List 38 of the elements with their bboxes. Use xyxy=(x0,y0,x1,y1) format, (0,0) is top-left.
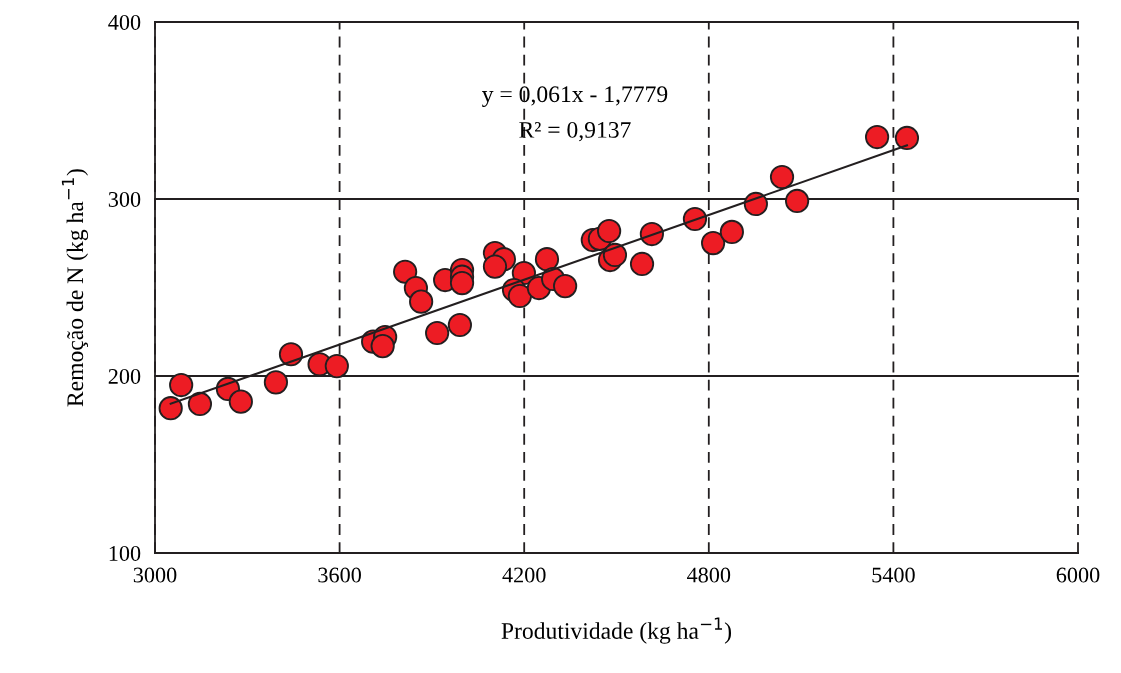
y-tick-label: 300 xyxy=(108,191,141,207)
point xyxy=(393,259,418,284)
point xyxy=(449,270,475,296)
point xyxy=(482,254,508,279)
annotation: R² = 0,9137 xyxy=(519,121,631,142)
x-tick-label: 4800 xyxy=(687,567,731,583)
point xyxy=(719,219,744,245)
point xyxy=(864,124,890,150)
point xyxy=(534,247,560,272)
point xyxy=(447,312,472,338)
point xyxy=(425,320,450,346)
point xyxy=(228,389,253,414)
y-axis-title: Remoção de N (kg ha$^{−1}$) xyxy=(61,169,89,407)
point xyxy=(263,370,289,395)
point xyxy=(507,283,532,309)
x-tick-label: 5400 xyxy=(872,567,915,583)
point xyxy=(187,391,213,417)
point xyxy=(409,289,434,314)
x-tick-label: 3600 xyxy=(318,567,361,583)
point xyxy=(629,251,655,277)
point xyxy=(169,372,194,398)
x-tick-label: 6000 xyxy=(1056,567,1100,583)
point xyxy=(553,273,578,299)
point xyxy=(701,230,726,256)
y-tick-label: 200 xyxy=(108,368,141,384)
point xyxy=(769,164,795,190)
point xyxy=(894,125,920,151)
point xyxy=(597,218,622,244)
x-axis-title: Produtividade (kg ha$^{−1}$) xyxy=(501,617,732,644)
x-tick-label: 3000 xyxy=(133,567,177,583)
point xyxy=(324,353,349,379)
point xyxy=(158,396,183,421)
y-tick-label: 100 xyxy=(109,545,141,561)
point xyxy=(784,188,810,214)
point xyxy=(602,242,628,268)
x-tick-label: 4200 xyxy=(502,567,546,583)
y-tick-label: 400 xyxy=(108,14,141,30)
point xyxy=(370,333,395,359)
